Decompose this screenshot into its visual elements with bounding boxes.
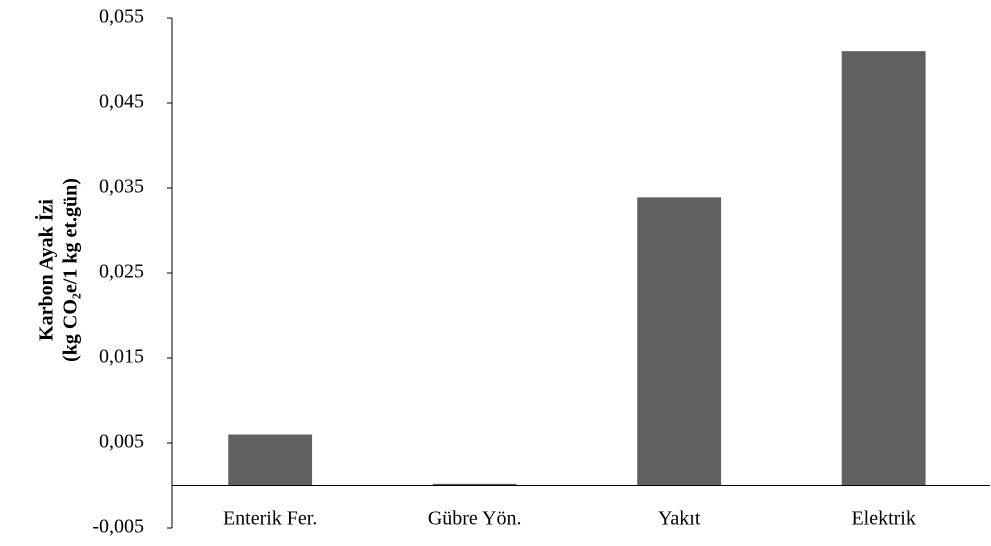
bar bbox=[637, 197, 722, 486]
y-tick-label: 0,055 bbox=[99, 6, 144, 28]
bar bbox=[841, 51, 926, 486]
bar bbox=[228, 434, 313, 486]
x-tick-label: Yakıt bbox=[658, 508, 701, 530]
bar bbox=[432, 483, 517, 486]
x-tick-label: Enterik Fer. bbox=[223, 508, 317, 530]
y-axis-label: (kg CO₂e/1 kg et.gün) bbox=[60, 178, 82, 362]
y-tick-label: 0,025 bbox=[99, 261, 144, 283]
y-axis-label: Karbon Ayak İzi bbox=[34, 199, 58, 341]
y-tick-label: 0,005 bbox=[99, 431, 144, 453]
y-tick-label: -0,005 bbox=[92, 516, 144, 538]
y-tick-label: 0,035 bbox=[99, 176, 144, 198]
x-tick-label: Elektrik bbox=[851, 508, 915, 530]
y-tick-label: 0,045 bbox=[99, 91, 144, 113]
y-label-group: Karbon Ayak İzi (kg CO₂e/1 kg et.gün) bbox=[34, 178, 82, 362]
x-tick-label: Gübre Yön. bbox=[428, 508, 522, 530]
y-tick-label: 0,015 bbox=[99, 346, 144, 368]
